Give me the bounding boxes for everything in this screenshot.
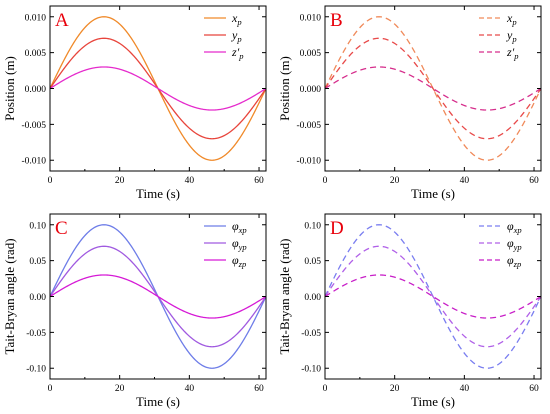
y-tick-label: 0.005 bbox=[25, 49, 47, 59]
y-tick-label: 0.000 bbox=[300, 85, 322, 95]
series-line-3 bbox=[325, 274, 541, 319]
x-tick-label: 40 bbox=[460, 384, 470, 394]
series-line-1 bbox=[325, 224, 541, 369]
legend-entry: φxp bbox=[232, 219, 247, 235]
y-tick-label: 0.05 bbox=[29, 257, 46, 267]
x-tick-label: 0 bbox=[323, 384, 328, 394]
x-tick-label: 60 bbox=[254, 384, 264, 394]
x-tick-label: 20 bbox=[390, 384, 400, 394]
y-tick-label: 0.05 bbox=[304, 257, 321, 267]
x-tick-label: 40 bbox=[460, 176, 470, 186]
y-tick-label: -0.005 bbox=[21, 121, 46, 131]
panel-letter: C bbox=[55, 218, 68, 239]
x-tick-label: 60 bbox=[254, 176, 264, 186]
x-axis-title: Time (s) bbox=[411, 394, 455, 409]
panel-letter: B bbox=[330, 10, 343, 31]
y-axis-title: Tait-Bryan angle (rad) bbox=[277, 238, 292, 354]
x-tick-label: 0 bbox=[48, 176, 53, 186]
y-tick-label: 0.010 bbox=[300, 13, 322, 23]
y-axis-title: Position (m) bbox=[277, 56, 292, 121]
chart-panel-c: 0 20 40 60 -0.10 -0.05 0.00 0.05 0.10 Time (s) Tai… bbox=[2, 213, 267, 409]
chart-panel-b: 0 20 40 60 -0.010 -0.005 0.000 0.005 0.010 Time (… bbox=[277, 5, 542, 201]
series-line-2 bbox=[325, 37, 541, 140]
legend-entry: φzp bbox=[232, 253, 246, 269]
panel-letter: A bbox=[55, 10, 69, 31]
y-tick-label: 0.10 bbox=[29, 221, 46, 231]
chart-panel-a: 0 20 40 60 -0.010 -0.005 0.000 0.005 0.010 Time (… bbox=[2, 5, 267, 201]
x-tick-label: 60 bbox=[529, 384, 539, 394]
y-axis-title: Tait-Bryan angle (rad) bbox=[2, 238, 17, 354]
legend-entry: φzp bbox=[507, 253, 521, 269]
legend-entry: z′p bbox=[506, 45, 519, 61]
series-line-1 bbox=[325, 16, 541, 161]
series-line-2 bbox=[325, 245, 541, 348]
y-tick-label: -0.10 bbox=[301, 365, 321, 375]
y-tick-label: 0.005 bbox=[300, 49, 322, 59]
series-line-3 bbox=[325, 66, 541, 111]
panel-letter: D bbox=[330, 218, 344, 239]
x-axis-title: Time (s) bbox=[411, 186, 455, 201]
x-axis-title: Time (s) bbox=[136, 394, 180, 409]
x-tick-label: 40 bbox=[185, 176, 195, 186]
y-tick-label: -0.05 bbox=[26, 329, 46, 339]
legend-entry: φxp bbox=[507, 219, 522, 235]
y-tick-label: -0.005 bbox=[296, 121, 321, 131]
y-tick-label: 0.00 bbox=[304, 293, 321, 303]
y-tick-label: 0.10 bbox=[304, 221, 321, 231]
legend-entry: xp bbox=[506, 11, 517, 27]
legend-entry: φyp bbox=[232, 236, 247, 252]
series-line-3 bbox=[50, 66, 266, 111]
x-tick-label: 40 bbox=[185, 384, 195, 394]
y-tick-label: -0.010 bbox=[296, 157, 321, 167]
y-tick-label: 0.010 bbox=[25, 13, 47, 23]
x-axis-title: Time (s) bbox=[136, 186, 180, 201]
x-tick-label: 20 bbox=[115, 176, 125, 186]
legend-entry: yp bbox=[231, 28, 242, 44]
y-tick-label: 0.000 bbox=[25, 85, 47, 95]
x-tick-label: 60 bbox=[529, 176, 539, 186]
series-line-3 bbox=[50, 274, 266, 319]
legend-entry: yp bbox=[506, 28, 517, 44]
y-tick-label: -0.10 bbox=[26, 365, 46, 375]
y-tick-label: 0.00 bbox=[29, 293, 46, 303]
x-tick-label: 20 bbox=[115, 384, 125, 394]
x-tick-label: 0 bbox=[48, 384, 53, 394]
chart-panel-d: 0 20 40 60 -0.10 -0.05 0.00 0.05 0.10 Time (s) Tai… bbox=[277, 213, 542, 409]
legend-entry: φyp bbox=[507, 236, 522, 252]
legend-entry: z′p bbox=[231, 45, 244, 61]
x-tick-label: 0 bbox=[323, 176, 328, 186]
legend-entry: xp bbox=[231, 11, 242, 27]
x-tick-label: 20 bbox=[390, 176, 400, 186]
y-tick-label: -0.05 bbox=[301, 329, 321, 339]
y-tick-label: -0.010 bbox=[21, 157, 46, 167]
y-axis-title: Position (m) bbox=[2, 56, 17, 121]
